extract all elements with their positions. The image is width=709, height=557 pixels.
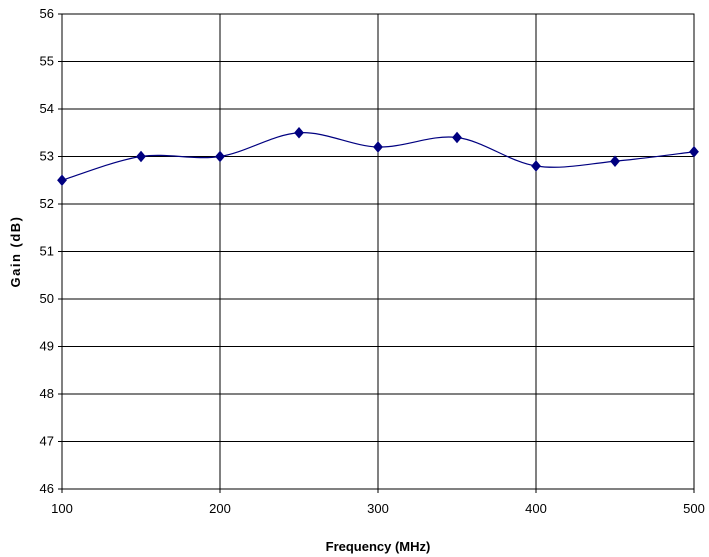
y-axis-title: Gain (dB) [8, 216, 23, 288]
y-tick-label: 51 [40, 244, 54, 259]
x-axis-title: Frequency (MHz) [326, 539, 431, 554]
y-tick-label: 46 [40, 481, 54, 496]
x-axis-ticks: 100 200 300 400 500 [51, 489, 705, 516]
y-tick-label: 55 [40, 54, 54, 69]
x-tick-label: 400 [525, 501, 547, 516]
y-tick-label: 48 [40, 386, 54, 401]
x-tick-label: 500 [683, 501, 705, 516]
y-tick-label: 56 [40, 6, 54, 21]
y-tick-label: 50 [40, 291, 54, 306]
series-layer [57, 126, 699, 187]
data-point-marker [294, 126, 304, 139]
data-point-marker [373, 141, 383, 153]
data-point-marker [452, 131, 462, 144]
data-point-marker [610, 155, 620, 168]
data-point-marker [689, 145, 699, 158]
grid-layer [61, 13, 695, 490]
data-point-marker [57, 174, 67, 187]
y-tick-label: 52 [40, 196, 54, 211]
y-axis-ticks: 46 47 48 49 50 51 52 53 54 55 56 [40, 6, 62, 496]
data-point-marker [531, 160, 541, 172]
x-tick-label: 300 [367, 501, 389, 516]
y-tick-label: 54 [40, 101, 54, 116]
data-point-marker [215, 150, 225, 163]
y-tick-label: 47 [40, 434, 54, 449]
y-tick-label: 53 [40, 149, 54, 164]
x-tick-label: 200 [209, 501, 231, 516]
y-tick-label: 49 [40, 339, 54, 354]
data-point-marker [136, 150, 146, 163]
x-tick-label: 100 [51, 501, 73, 516]
